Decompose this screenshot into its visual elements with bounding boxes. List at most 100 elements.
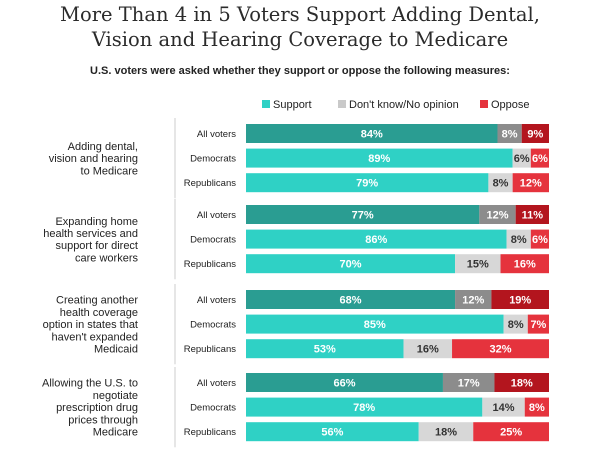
- label-dont-know-0-0: 8%: [502, 129, 518, 141]
- label-oppose-2-2: 32%: [490, 344, 512, 356]
- bar-dont-know-3-1: [482, 397, 525, 417]
- label-dont-know-3-0: 17%: [458, 378, 480, 390]
- row-label-1-2: Republicans: [184, 259, 237, 270]
- bar-support-2-0: [246, 290, 456, 309]
- bar-oppose-0-1: [530, 148, 549, 168]
- bar-support-3-1: [246, 397, 483, 417]
- bar-support-2-2: [246, 339, 404, 359]
- bar-oppose-0-2: [512, 173, 549, 193]
- group-label-2-line-4: Medicaid: [94, 344, 138, 356]
- bar-dont-know-1-0: [479, 205, 516, 224]
- label-support-3-0: 66%: [333, 378, 355, 390]
- group-label-0-line-1: vision and hearing: [49, 153, 138, 165]
- label-support-3-1: 78%: [353, 402, 375, 414]
- bar-support-3-2: [246, 422, 419, 442]
- row-label-2-2: Republicans: [184, 344, 237, 355]
- label-support-0-2: 79%: [356, 178, 378, 190]
- bar-oppose-1-1: [530, 229, 549, 249]
- label-support-1-2: 70%: [340, 259, 362, 271]
- group-label-3-line-0: Allowing the U.S. to: [42, 378, 138, 390]
- row-label-1-0: All voters: [197, 210, 236, 221]
- bar-oppose-0-0: [521, 124, 549, 143]
- row-label-2-0: All voters: [197, 295, 236, 306]
- label-dont-know-2-0: 12%: [462, 295, 484, 307]
- legend-swatch-2: [480, 100, 488, 108]
- label-dont-know-3-1: 14%: [493, 402, 515, 414]
- bar-dont-know-2-2: [403, 339, 453, 359]
- bar-support-1-2: [246, 254, 456, 274]
- group-label-2-line-3: haven't expanded: [51, 331, 138, 343]
- label-oppose-0-1: 6%: [532, 153, 548, 165]
- label-oppose-1-0: 11%: [522, 210, 544, 222]
- row-label-0-1: Democrats: [190, 154, 236, 165]
- label-dont-know-2-1: 8%: [508, 319, 524, 331]
- row-label-3-1: Democrats: [190, 403, 236, 414]
- legend-label-1: Don't know/No opinion: [349, 99, 459, 111]
- label-oppose-3-2: 25%: [500, 427, 522, 439]
- bar-oppose-3-0: [494, 373, 549, 392]
- group-label-2-line-1: health coverage: [60, 307, 138, 319]
- label-oppose-3-1: 8%: [529, 402, 545, 414]
- label-oppose-0-2: 12%: [520, 178, 542, 190]
- bar-dont-know-0-1: [512, 148, 531, 168]
- group-label-1-line-1: health services and: [43, 228, 138, 240]
- label-support-2-1: 85%: [364, 319, 386, 331]
- bar-support-1-1: [246, 229, 507, 249]
- label-support-0-1: 89%: [368, 153, 390, 165]
- label-support-1-0: 77%: [352, 210, 374, 222]
- label-dont-know-3-2: 18%: [435, 427, 457, 439]
- row-label-0-2: Republicans: [184, 178, 237, 189]
- label-dont-know-1-2: 15%: [467, 259, 489, 271]
- bar-dont-know-3-2: [418, 422, 474, 442]
- bar-support-0-0: [246, 124, 498, 143]
- row-label-0-0: All voters: [197, 129, 236, 140]
- bar-support-1-0: [246, 205, 480, 224]
- group-label-3-line-2: prescription drug: [56, 402, 138, 414]
- bar-dont-know-2-1: [503, 314, 528, 334]
- legend-label-2: Oppose: [491, 99, 530, 111]
- bar-support-0-1: [246, 148, 513, 168]
- group-label-1-line-3: care workers: [75, 252, 138, 264]
- bar-oppose-2-0: [491, 290, 549, 309]
- bar-oppose-1-2: [500, 254, 549, 274]
- label-support-2-2: 53%: [314, 344, 336, 356]
- label-oppose-0-0: 9%: [527, 129, 543, 141]
- group-label-3-line-3: prices through: [68, 414, 138, 426]
- bar-oppose-2-1: [527, 314, 549, 334]
- chart-title-line-1: More Than 4 in 5 Voters Support Adding D…: [60, 3, 540, 26]
- bar-oppose-3-2: [473, 422, 549, 442]
- chart-subtitle: U.S. voters were asked whether they supp…: [90, 65, 510, 77]
- group-label-0-line-0: Adding dental,: [68, 141, 138, 153]
- bar-dont-know-1-1: [506, 229, 531, 249]
- group-label-1-line-0: Expanding home: [55, 216, 138, 228]
- group-label-3-line-1: negotiate: [93, 390, 138, 402]
- label-oppose-1-2: 16%: [514, 259, 536, 271]
- chart-title-line-2: Vision and Hearing Coverage to Medicare: [91, 28, 509, 51]
- bar-oppose-2-2: [452, 339, 549, 359]
- bar-dont-know-3-0: [442, 373, 495, 392]
- label-dont-know-1-1: 8%: [511, 234, 527, 246]
- label-support-0-0: 84%: [361, 129, 383, 141]
- label-oppose-1-1: 6%: [532, 234, 548, 246]
- row-label-1-1: Democrats: [190, 235, 236, 246]
- group-label-2-line-2: option in states that: [43, 319, 138, 331]
- group-label-1-line-2: support for direct: [55, 240, 138, 252]
- bar-dont-know-1-2: [455, 254, 501, 274]
- legend-swatch-1: [338, 100, 346, 108]
- label-dont-know-0-1: 6%: [514, 153, 530, 165]
- label-oppose-2-1: 7%: [530, 319, 546, 331]
- label-dont-know-0-2: 8%: [493, 178, 509, 190]
- row-label-3-2: Republicans: [184, 427, 237, 438]
- legend-label-0: Support: [273, 99, 312, 111]
- group-label-2-line-0: Creating another: [56, 295, 138, 307]
- label-oppose-3-0: 18%: [511, 378, 533, 390]
- label-oppose-2-0: 19%: [509, 295, 531, 307]
- bar-dont-know-0-0: [497, 124, 522, 143]
- group-label-3-line-4: Medicare: [93, 427, 138, 439]
- label-support-3-2: 56%: [321, 427, 343, 439]
- row-label-3-0: All voters: [197, 378, 236, 389]
- label-dont-know-2-2: 16%: [417, 344, 439, 356]
- bar-support-3-0: [246, 373, 443, 392]
- label-support-1-1: 86%: [365, 234, 387, 246]
